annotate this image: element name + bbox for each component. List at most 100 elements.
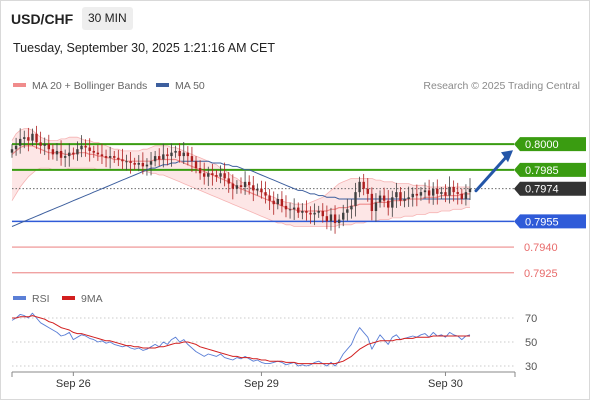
candle-body bbox=[182, 152, 185, 157]
candle-body bbox=[215, 174, 218, 177]
candle-body bbox=[235, 185, 239, 189]
candle-body bbox=[419, 192, 423, 196]
candle-body bbox=[431, 188, 435, 196]
candle-body bbox=[460, 193, 464, 200]
candle-body bbox=[207, 173, 210, 177]
candle-body bbox=[174, 150, 177, 153]
projection-arrowhead bbox=[501, 150, 513, 163]
candle-body bbox=[100, 154, 104, 157]
candle-body bbox=[427, 190, 431, 196]
candle-body bbox=[374, 202, 378, 212]
x-tick-label: Sep 30 bbox=[428, 378, 463, 390]
projection-arrow bbox=[474, 155, 508, 193]
candle-body bbox=[452, 186, 455, 193]
candle-body bbox=[198, 168, 202, 174]
9ma-label: 9MA bbox=[81, 293, 103, 305]
candle-body bbox=[305, 211, 308, 213]
candle-body bbox=[23, 137, 26, 139]
candle-body bbox=[382, 195, 386, 201]
candle-body bbox=[149, 161, 153, 165]
candle-body bbox=[260, 188, 263, 193]
candle-body bbox=[358, 181, 361, 193]
candle-body bbox=[337, 219, 341, 224]
ma50-swatch bbox=[156, 83, 169, 88]
ma20-swatch bbox=[13, 83, 26, 88]
level-label-0.7955: 0.7955 bbox=[525, 216, 559, 228]
candle-body bbox=[190, 156, 194, 162]
candle-body bbox=[436, 188, 439, 194]
candle-body bbox=[72, 152, 75, 155]
legend-ma20: MA 20 + Bollinger Bands bbox=[13, 80, 147, 92]
candle-body bbox=[211, 173, 214, 175]
candle-body bbox=[276, 199, 280, 205]
candle-body bbox=[178, 150, 181, 157]
candle-body bbox=[108, 156, 112, 158]
candle-body bbox=[133, 162, 136, 165]
candles-group bbox=[10, 125, 472, 234]
candle-body bbox=[194, 161, 198, 169]
rsi-tick-label: 30 bbox=[525, 361, 537, 373]
candle-body bbox=[346, 209, 349, 213]
candle-body bbox=[141, 162, 145, 167]
ma50-line bbox=[11, 160, 470, 227]
candle-body bbox=[264, 192, 267, 196]
candle-body bbox=[464, 192, 468, 200]
candle-body bbox=[391, 197, 394, 208]
ma20-label: MA 20 + Bollinger Bands bbox=[32, 80, 148, 92]
legend-ma50: MA 50 bbox=[156, 80, 205, 92]
candle-body bbox=[403, 199, 406, 201]
candle-body bbox=[284, 205, 288, 210]
candle-body bbox=[96, 152, 100, 155]
candle-body bbox=[378, 195, 382, 203]
candle-body bbox=[468, 188, 472, 193]
candle-body bbox=[145, 164, 149, 167]
bollinger-lower-line bbox=[11, 167, 470, 227]
candle-body bbox=[39, 142, 42, 146]
candle-body bbox=[59, 150, 63, 158]
level-label-0.8000: 0.8000 bbox=[525, 139, 559, 151]
candle-body bbox=[137, 162, 140, 165]
candle-body bbox=[158, 156, 161, 160]
level-label-0.7940: 0.7940 bbox=[524, 242, 558, 254]
candle-body bbox=[125, 161, 128, 163]
level-label-0.7985: 0.7985 bbox=[525, 165, 559, 177]
candle-body bbox=[309, 212, 312, 215]
legend-rsi: RSI bbox=[13, 293, 50, 305]
candle-body bbox=[292, 207, 296, 210]
rsi-9ma-line bbox=[12, 315, 470, 365]
candle-body bbox=[448, 186, 451, 196]
rsi-tick-label: 70 bbox=[525, 313, 537, 325]
candle-body bbox=[162, 154, 165, 160]
candle-body bbox=[288, 209, 292, 211]
candle-body bbox=[31, 133, 34, 141]
candle-body bbox=[10, 149, 14, 153]
level-tag-0.8000 bbox=[514, 137, 586, 152]
candle-body bbox=[415, 193, 419, 196]
timeframe-badge[interactable]: 30 MIN bbox=[82, 7, 133, 30]
candle-body bbox=[342, 212, 345, 220]
candle-body bbox=[444, 192, 447, 196]
candle-body bbox=[456, 192, 459, 194]
9ma-swatch bbox=[62, 296, 75, 301]
candle-body bbox=[354, 192, 357, 206]
candle-body bbox=[243, 181, 247, 187]
candle-body bbox=[186, 152, 190, 157]
candle-body bbox=[313, 212, 316, 215]
candle-body bbox=[227, 178, 230, 184]
candle-body bbox=[239, 185, 243, 187]
level-tag-0.7974 bbox=[514, 181, 586, 196]
candle-body bbox=[35, 133, 38, 143]
candle-body bbox=[329, 214, 333, 222]
candle-body bbox=[350, 205, 353, 210]
candle-body bbox=[366, 188, 369, 194]
legend-9ma: 9MA bbox=[62, 293, 103, 305]
x-tick-label: Sep 26 bbox=[56, 378, 91, 390]
candle-body bbox=[113, 156, 116, 158]
research-credit: Research © 2025 Trading Central bbox=[423, 80, 580, 92]
candle-body bbox=[223, 173, 226, 179]
candle-body bbox=[411, 193, 414, 198]
candle-body bbox=[166, 154, 169, 157]
candle-body bbox=[325, 216, 329, 222]
candle-body bbox=[387, 200, 390, 208]
